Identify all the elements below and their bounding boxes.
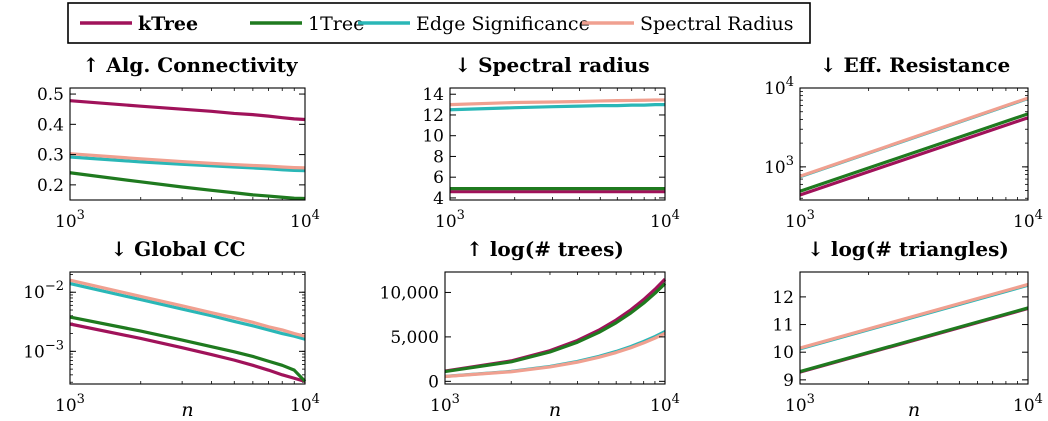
series-line-spectral-radius: [69, 278, 306, 338]
series-line-spectral-radius: [69, 152, 306, 170]
series-line-edge-significance: [69, 282, 306, 341]
series-line-1tree: [444, 282, 667, 374]
series-line-edge-significance: [449, 102, 665, 112]
plot-frame: [449, 87, 666, 201]
series-line-1tree: [799, 306, 1029, 374]
panel-title: ↑ Alg. Connectivity: [83, 53, 299, 77]
series-line-ktree: [799, 116, 1029, 197]
x-tick-label: 103: [55, 392, 85, 416]
y-tick-label: 10: [422, 127, 444, 147]
y-tick-label: 0.5: [37, 85, 64, 105]
panel-alg-connectivity: ↑ Alg. Connectivity 103 104 0.2 0.3 0.4 0.5: [37, 53, 320, 232]
series-line-ktree: [69, 322, 306, 383]
panel-global-cc: ↓ Global CC 103 104 10−3 10−2 n: [23, 237, 320, 421]
x-tick-label: 103: [785, 392, 815, 416]
y-tick-label: 8: [433, 147, 444, 167]
legend-frame: [67, 2, 811, 44]
panel-title: ↑ log(# trees): [466, 237, 624, 261]
x-tick-label: 104: [290, 208, 320, 232]
x-tick-label: 103: [430, 392, 460, 416]
x-axis-label: n: [181, 399, 193, 421]
series-line-edge-significance: [69, 155, 306, 173]
series-line-1tree: [799, 112, 1029, 193]
y-tick-label: 0.3: [37, 146, 64, 166]
y-tick-label: 0.2: [37, 176, 64, 196]
legend-label-spectral-radius: Spectral Radius: [640, 13, 794, 35]
x-tick-label: 104: [650, 392, 680, 416]
y-tick-label: 14: [422, 85, 444, 105]
x-axis-label: n: [908, 399, 920, 421]
y-tick-label: 12: [422, 106, 444, 126]
y-tick-label: 10,000: [380, 283, 439, 303]
series-line-spectral-radius: [449, 98, 666, 107]
series-line-edge-significance: [444, 330, 666, 378]
series-line-1tree: [69, 171, 306, 201]
y-tick-label: 4: [433, 189, 444, 209]
x-tick-label: 104: [1013, 392, 1043, 416]
legend-label-edge-significance: Edge Significance: [416, 13, 590, 35]
x-axis-label: n: [549, 399, 561, 421]
x-tick-label: 104: [290, 392, 320, 416]
panel-log-trees: ↑ log(# trees) 103 104 0 5,000 10,000 n: [380, 237, 680, 421]
series-line-spectral-radius: [799, 282, 1029, 350]
legend-label-1tree: 1Tree: [308, 13, 364, 35]
x-tick-label: 103: [55, 208, 85, 232]
x-tick-label: 104: [1013, 208, 1043, 232]
panel-log-triangles: ↓ log(# triangles) 103 104 9 10 11 12 n: [772, 237, 1043, 421]
series-line-spectral-radius: [799, 96, 1029, 178]
panel-title: ↓ log(# triangles): [807, 237, 1009, 261]
plot-frame: [799, 87, 1029, 201]
x-tick-label: 104: [650, 208, 680, 232]
y-tick-label: 0: [428, 372, 439, 392]
y-tick-label: 103: [764, 154, 794, 178]
y-tick-label: 6: [433, 168, 444, 188]
plot-frame: [799, 271, 1029, 385]
legend-label-ktree: kTree: [138, 13, 198, 35]
plot-frame: [444, 271, 666, 385]
y-tick-label: 12: [772, 288, 794, 308]
y-tick-label: 0.4: [37, 115, 64, 135]
x-tick-label: 103: [435, 208, 465, 232]
panel-title: ↓ Spectral radius: [454, 53, 649, 77]
y-tick-label: 10−3: [23, 338, 64, 362]
y-tick-label: 9: [783, 371, 794, 391]
panel-title: ↓ Eff. Resistance: [820, 53, 1010, 77]
y-tick-label: 10−2: [23, 279, 64, 303]
panel-title: ↓ Global CC: [110, 237, 245, 261]
legend: kTree 1Tree Edge Significance Spectral Radi…: [67, 2, 811, 44]
x-tick-label: 103: [785, 208, 815, 232]
series-line-spectral-radius: [444, 331, 666, 379]
plot-frame: [69, 87, 306, 201]
y-tick-label: 11: [772, 316, 794, 336]
panel-eff-resistance: ↓ Eff. Resistance 103 104 103 104: [764, 53, 1043, 232]
y-tick-label: 10: [772, 343, 794, 363]
series-line-1tree: [69, 315, 307, 383]
y-tick-label: 104: [764, 75, 794, 99]
plot-frame: [69, 271, 306, 385]
y-tick-label: 5,000: [390, 328, 439, 348]
series-line-ktree: [444, 277, 667, 373]
series-line-ktree: [69, 99, 306, 122]
